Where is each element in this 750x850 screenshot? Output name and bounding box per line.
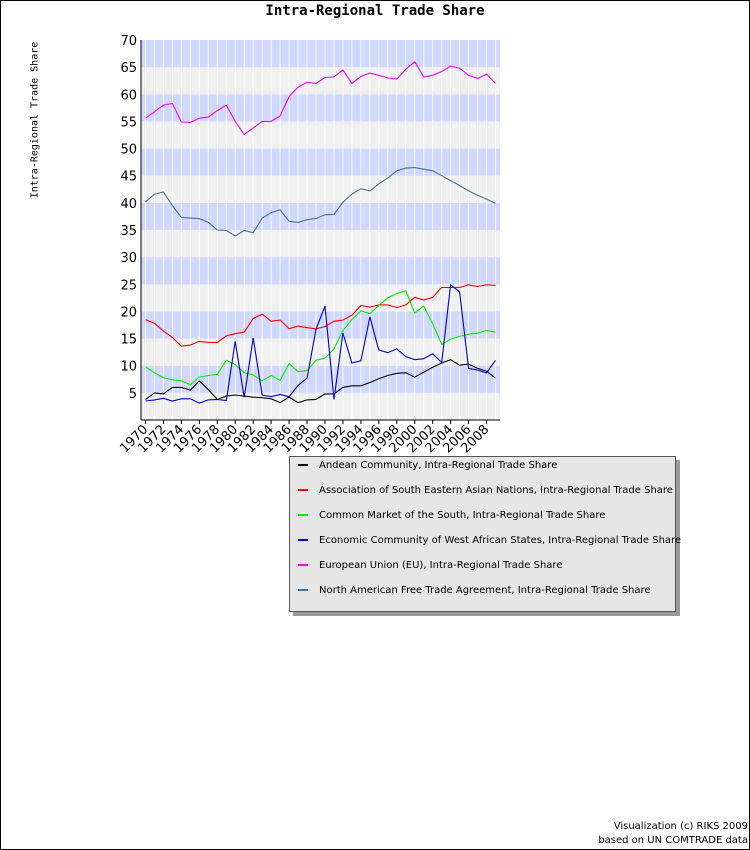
y-tick-label: 60 xyxy=(120,88,137,103)
y-tick-label: 55 xyxy=(120,115,137,130)
grid-band xyxy=(141,94,500,122)
y-tick-label: 10 xyxy=(120,360,137,375)
grid-band xyxy=(141,175,500,203)
chart-title: Intra-Regional Trade Share xyxy=(265,3,485,19)
grid-band xyxy=(141,284,500,312)
y-tick-label: 30 xyxy=(120,251,137,266)
y-tick-label: 25 xyxy=(120,278,137,293)
y-tick-label: 40 xyxy=(120,197,137,212)
grid-band xyxy=(141,392,500,420)
legend-item: European Union (EU), Intra-Regional Trad… xyxy=(298,557,562,573)
series-line-5 xyxy=(145,167,496,237)
legend-item: Common Market of the South, Intra-Region… xyxy=(298,507,605,523)
series-line-2 xyxy=(145,290,496,386)
series-line-0 xyxy=(145,359,496,404)
legend-swatch xyxy=(298,589,308,591)
legend-swatch xyxy=(298,539,308,541)
credit-line-2: based on UN COMTRADE data xyxy=(598,835,748,846)
legend-item: Economic Community of West African State… xyxy=(298,532,681,548)
legend-label: Association of South Eastern Asian Natio… xyxy=(319,484,673,496)
grid-band xyxy=(141,121,500,149)
series-line-4 xyxy=(145,60,496,136)
y-tick-label: 70 xyxy=(120,34,137,49)
credit-line-1: Visualization (c) RIKS 2009 xyxy=(613,821,748,832)
legend-swatch xyxy=(298,489,308,491)
legend-item: Andean Community, Intra-Regional Trade S… xyxy=(298,457,557,473)
y-tick-label: 50 xyxy=(120,143,137,158)
legend-label: European Union (EU), Intra-Regional Trad… xyxy=(319,559,563,571)
y-tick-label: 15 xyxy=(120,333,137,348)
legend-label: Economic Community of West African State… xyxy=(319,534,682,546)
legend-label: Common Market of the South, Intra-Region… xyxy=(319,509,606,521)
legend-swatch xyxy=(298,564,308,566)
grid-band xyxy=(141,365,500,393)
y-tick-label: 5 xyxy=(129,387,137,402)
grid-band xyxy=(141,230,500,258)
legend-swatch xyxy=(298,514,308,516)
grid-band xyxy=(141,311,500,339)
y-tick-label: 45 xyxy=(120,170,137,185)
y-tick-label: 20 xyxy=(120,305,137,320)
grid-band xyxy=(141,257,500,285)
series-line-3 xyxy=(145,283,496,404)
legend-item: North American Free Trade Agreement, Int… xyxy=(298,582,651,598)
legend-label: Andean Community, Intra-Regional Trade S… xyxy=(319,459,558,471)
legend-label: North American Free Trade Agreement, Int… xyxy=(319,584,651,596)
y-tick-label: 65 xyxy=(120,61,137,76)
grid-band xyxy=(141,40,500,68)
grid-band xyxy=(141,148,500,176)
legend-item: Association of South Eastern Asian Natio… xyxy=(298,482,673,498)
y-tick-label: 35 xyxy=(120,224,137,239)
series-line-1 xyxy=(145,284,496,347)
legend-swatch xyxy=(298,464,308,466)
legend: Andean Community, Intra-Regional Trade S… xyxy=(289,456,681,612)
